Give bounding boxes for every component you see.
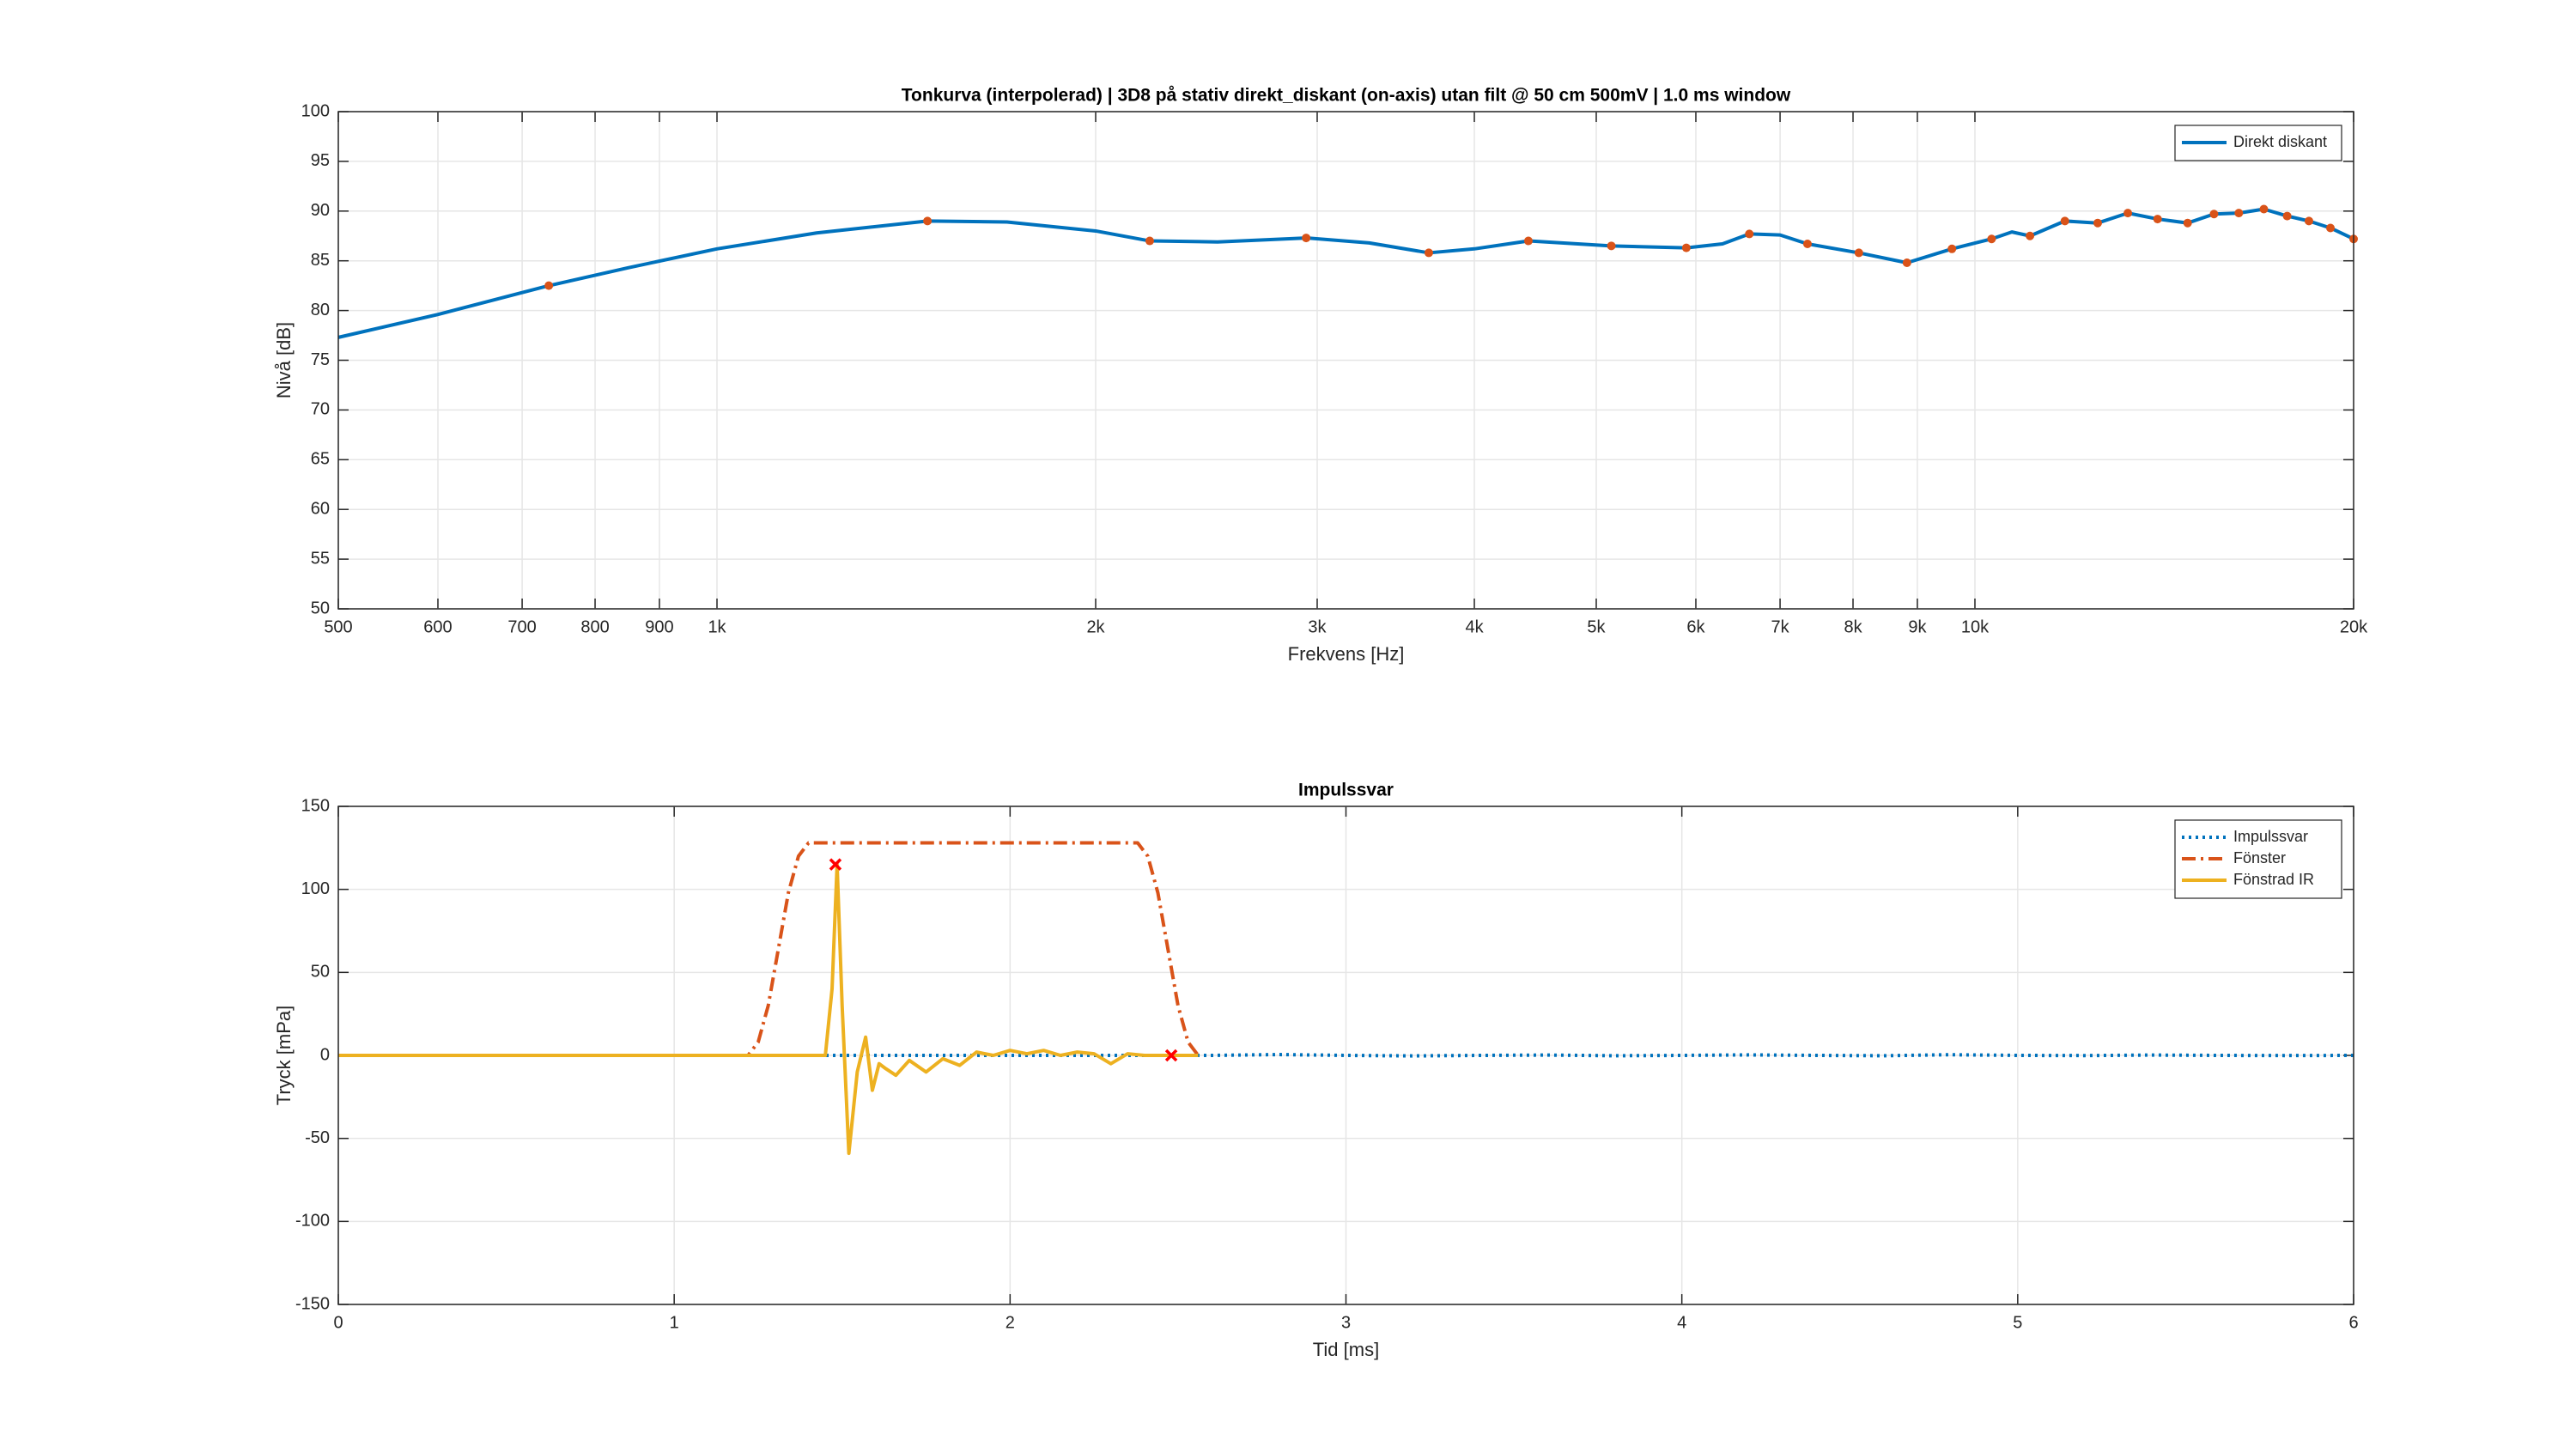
y-tick-label: 50 (311, 599, 330, 617)
data-point (1145, 236, 1154, 246)
data-point (1987, 234, 1996, 244)
y-tick-label: 75 (311, 350, 330, 369)
data-point (2234, 209, 2244, 218)
x-tick-label: 9k (1908, 617, 1927, 636)
data-point (829, 858, 842, 871)
data-point (2183, 218, 2192, 228)
data-point (2304, 216, 2313, 226)
y-tick-label: 60 (311, 499, 330, 518)
data-point (2026, 231, 2035, 240)
chart-title: Impulssvar (1298, 781, 1394, 800)
x-tick-label: 0 (333, 1313, 343, 1332)
data-point (1523, 236, 1533, 246)
y-axis-label: Nivå [dB] (273, 322, 295, 398)
x-tick-label: 3 (1341, 1313, 1351, 1332)
y-tick-label: 150 (301, 796, 330, 815)
data-point (2326, 223, 2336, 233)
legend (2174, 125, 2342, 161)
legend-label: Direkt diskant (2233, 133, 2327, 150)
x-tick-label: 4k (1465, 617, 1484, 636)
x-tick-label: 8k (1844, 617, 1862, 636)
x-tick-label: 6 (2348, 1313, 2358, 1332)
data-point (1424, 248, 1433, 258)
x-tick-label: 6k (1686, 617, 1705, 636)
data-point (2093, 218, 2102, 228)
y-tick-label: 95 (311, 151, 330, 170)
y-tick-label: 90 (311, 201, 330, 220)
y-tick-label: 80 (311, 301, 330, 319)
data-line (338, 841, 1200, 1057)
y-tick-label: 50 (311, 963, 330, 982)
legend-label: Fönstrad IR (2233, 871, 2314, 888)
x-tick-label: 20k (2340, 617, 2368, 636)
y-tick-label: 65 (311, 450, 330, 469)
data-point (544, 281, 554, 290)
y-tick-label: 55 (311, 549, 330, 568)
x-axis-label: Tid [ms] (1313, 1339, 1379, 1360)
data-point (2153, 215, 2162, 224)
y-tick-label: 85 (311, 251, 330, 270)
data-point (2123, 209, 2133, 218)
x-tick-label: 1k (708, 617, 726, 636)
x-tick-label: 2k (1086, 617, 1105, 636)
axes-box (337, 806, 2354, 1305)
y-axis-label: Tryck [mPa] (273, 1006, 295, 1106)
data-point (1947, 244, 1957, 253)
legend-label: Impulssvar (2233, 828, 2308, 845)
data-point (2060, 216, 2069, 226)
x-tick-label: 3k (1308, 617, 1327, 636)
y-tick-label: 100 (301, 101, 330, 120)
x-tick-label: 2 (1005, 1313, 1015, 1332)
x-tick-label: 600 (423, 617, 452, 636)
data-point (1902, 258, 1911, 268)
data-point (1854, 248, 1863, 258)
legend-label: Fönster (2233, 849, 2286, 866)
y-tick-label: -150 (295, 1294, 330, 1313)
y-tick-label: -100 (295, 1212, 330, 1231)
x-tick-label: 800 (580, 617, 609, 636)
x-tick-label: 4 (1677, 1313, 1686, 1332)
x-tick-label: 900 (645, 617, 673, 636)
x-tick-label: 5k (1587, 617, 1606, 636)
data-point (1607, 241, 1616, 251)
x-tick-label: 7k (1771, 617, 1790, 636)
data-point (1164, 1049, 1178, 1062)
data-point (1302, 234, 1311, 243)
x-tick-label: 10k (1961, 617, 1990, 636)
data-point (1745, 229, 1754, 239)
data-point (923, 216, 933, 226)
y-tick-label: 70 (311, 400, 330, 419)
chart-title: Tonkurva (interpolerad) | 3D8 på stativ … (902, 86, 1791, 106)
y-tick-label: 100 (301, 879, 330, 898)
x-axis-label: Frekvens [Hz] (1288, 643, 1405, 665)
data-point (2259, 204, 2269, 214)
axes-box (337, 111, 2354, 610)
x-tick-label: 700 (507, 617, 536, 636)
x-tick-label: 1 (670, 1313, 679, 1332)
data-line (337, 207, 2354, 339)
y-tick-label: -50 (305, 1128, 330, 1147)
data-point (1802, 240, 1812, 249)
x-tick-label: 5 (2013, 1313, 2022, 1332)
data-point (2209, 210, 2219, 219)
y-tick-label: 0 (320, 1045, 330, 1064)
data-point (2282, 211, 2292, 221)
x-tick-label: 500 (324, 617, 352, 636)
data-point (1681, 243, 1691, 252)
data-line (338, 862, 1199, 1156)
